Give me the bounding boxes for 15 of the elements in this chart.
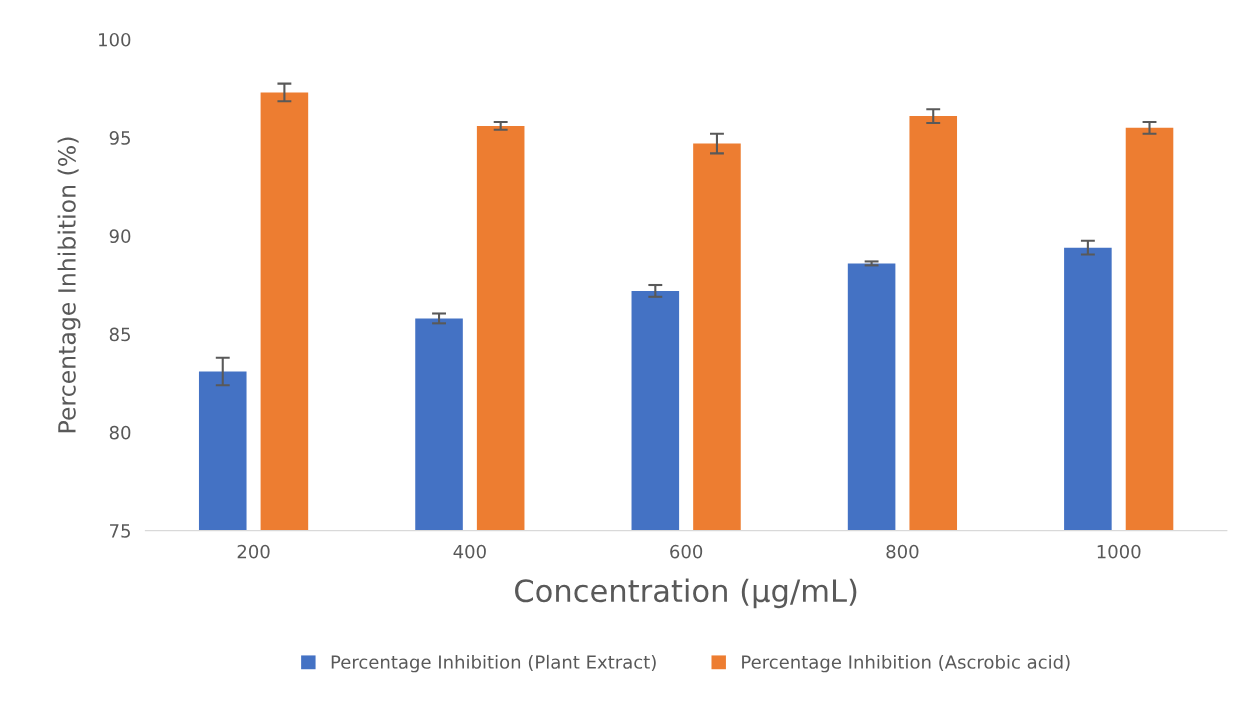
y-tick-label: 95 — [109, 131, 130, 145]
legend-label: Percentage Inhibition (Ascrobic acid) — [742, 654, 1070, 673]
x-axis-title: Concentration (µg/mL) — [515, 578, 857, 609]
y-axis-title: Percentage Inhibition (%) — [57, 137, 81, 433]
y-tick-label: 90 — [109, 229, 131, 244]
y-tick-label: 75 — [110, 524, 130, 538]
x-tick-label: 400 — [453, 544, 486, 559]
legend-label: Percentage Inhibition (Plant Extract) — [331, 654, 656, 673]
x-tick-label: 1000 — [1097, 544, 1141, 559]
x-tick-label: 800 — [886, 544, 919, 559]
x-tick-label: 600 — [670, 544, 703, 559]
y-tick-label: 85 — [109, 327, 130, 342]
x-tick-label: 200 — [237, 544, 270, 559]
y-tick-label: 80 — [109, 425, 131, 440]
y-tick-label: 100 — [99, 32, 131, 47]
